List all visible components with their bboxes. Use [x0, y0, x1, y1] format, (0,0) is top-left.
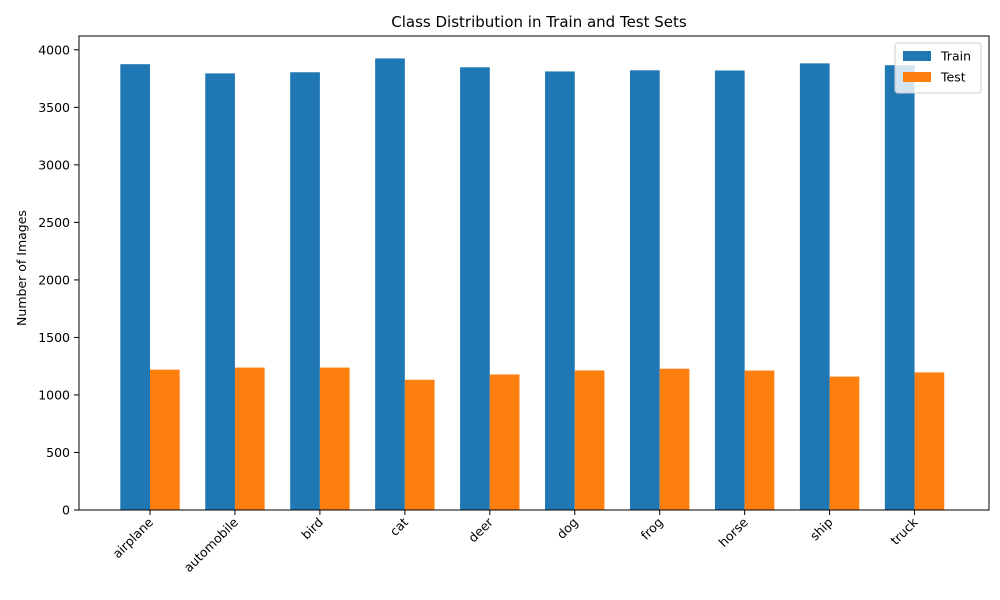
x-tick-label-cat: cat	[387, 514, 411, 538]
y-tick-label: 3500	[38, 100, 70, 115]
bar-train-deer	[460, 67, 490, 510]
bar-train-dog	[545, 71, 575, 511]
x-tick-label-airplane: airplane	[109, 514, 156, 561]
bar-test-deer	[489, 374, 520, 510]
bar-train-airplane	[120, 64, 150, 510]
bar-train-truck	[884, 65, 915, 511]
bar-train-bird	[290, 72, 320, 510]
legend-label-train: Train	[940, 49, 971, 64]
bar-train-automobile	[205, 73, 235, 510]
x-tick-label-frog: frog	[638, 515, 666, 543]
legend-swatch-train	[903, 51, 931, 61]
x-tick-label-horse: horse	[715, 514, 751, 550]
y-tick-label: 1000	[38, 387, 70, 402]
y-tick-label: 2000	[38, 272, 70, 287]
bar-train-frog	[630, 70, 660, 510]
bar-test-airplane	[150, 369, 180, 510]
y-tick-label: 0	[62, 503, 70, 518]
bar-test-bird	[319, 367, 350, 510]
bar-train-cat	[375, 58, 405, 510]
x-ticks: airplane automobile bird cat deer dog frog hors…	[109, 510, 921, 575]
bars-group	[120, 58, 945, 511]
bar-test-horse	[744, 370, 775, 510]
y-tick-label: 500	[46, 445, 70, 460]
bar-test-truck	[914, 372, 945, 510]
y-axis-label: Number of Images	[14, 210, 29, 326]
bar-test-automobile	[234, 367, 265, 510]
bar-test-ship	[829, 376, 860, 510]
bar-test-dog	[574, 370, 605, 510]
x-tick-label-bird: bird	[298, 515, 326, 543]
x-tick-label-deer: deer	[465, 514, 496, 545]
y-tick-label: 4000	[38, 42, 70, 57]
bar-test-cat	[404, 379, 435, 510]
x-tick-label-dog: dog	[554, 515, 581, 542]
x-tick-label-truck: truck	[887, 514, 921, 548]
y-tick-label: 1500	[38, 330, 70, 345]
legend-label-test: Test	[940, 70, 966, 85]
y-ticks: 0 500 1000 1500 2000 2500 3000 3500 4000	[38, 42, 79, 518]
x-tick-label-ship: ship	[807, 514, 836, 543]
chart-title: Class Distribution in Train and Test Set…	[391, 13, 687, 31]
x-tick-label-automobile: automobile	[181, 514, 242, 575]
legend-swatch-test	[903, 72, 931, 82]
plot-frame	[78, 35, 990, 511]
y-tick-label: 2500	[38, 215, 70, 230]
legend: Train Test	[894, 42, 982, 94]
bar-train-ship	[799, 63, 830, 510]
y-tick-label: 3000	[38, 157, 70, 172]
bar-test-frog	[659, 368, 690, 510]
bar-train-horse	[714, 70, 745, 511]
